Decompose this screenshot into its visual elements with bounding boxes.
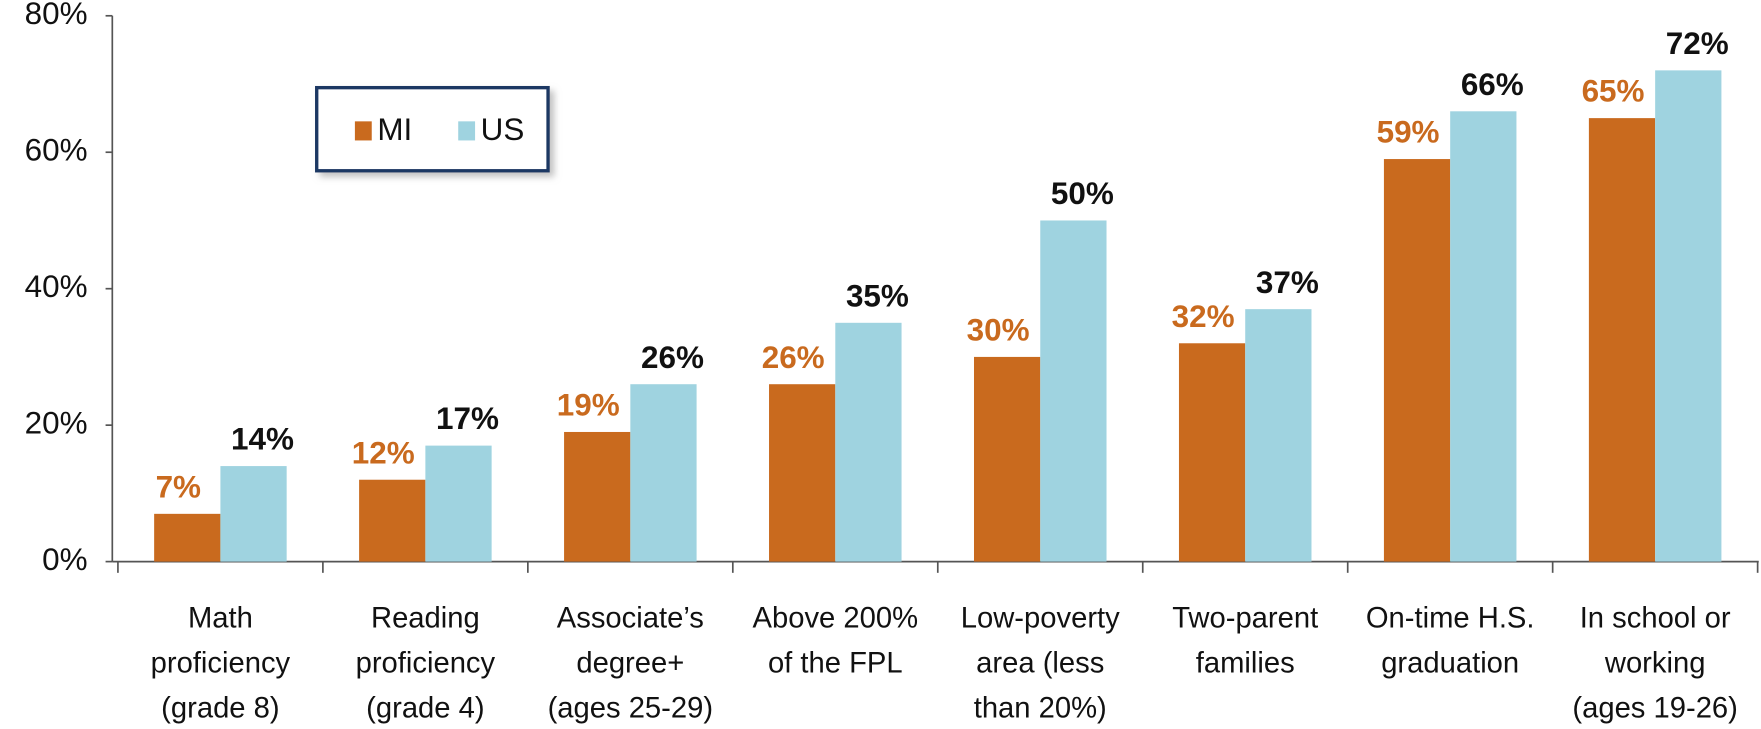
bar [1178, 343, 1246, 562]
value-label: 17% [436, 401, 499, 436]
x-tick-label: than 20%) [974, 693, 1107, 725]
x-tick-label: In school or [1580, 603, 1731, 635]
bar [1040, 220, 1107, 562]
x-tick-label: Associate’s [557, 603, 704, 635]
bar [220, 466, 287, 562]
x-tick-label: area (less [976, 648, 1104, 680]
x-tick-label: of the FPL [768, 648, 903, 680]
y-tick-label: 80% [25, 0, 88, 31]
x-tick-label: (grade 8) [161, 693, 279, 725]
value-label: 12% [352, 435, 415, 470]
bar [1245, 309, 1312, 562]
x-tick-label: (ages 19-26) [1572, 693, 1738, 725]
x-tick-label: (grade 4) [366, 693, 484, 725]
x-tick-label: Two-parent [1172, 603, 1318, 635]
bar [154, 513, 221, 562]
legend-label: MI [377, 112, 412, 147]
x-tick-label: proficiency [356, 648, 496, 680]
value-label: 7% [156, 469, 201, 504]
x-tick-label: (ages 25-29) [548, 693, 714, 725]
bar [1655, 70, 1722, 562]
y-tick-label: 0% [42, 542, 87, 577]
bar [564, 431, 631, 562]
bar [769, 384, 836, 562]
bar [630, 384, 697, 562]
x-tick-label: Low-poverty [961, 603, 1120, 635]
y-tick-label: 60% [25, 133, 88, 168]
x-tick-label: graduation [1381, 648, 1519, 680]
value-label: 35% [846, 278, 909, 313]
bar [973, 356, 1041, 562]
legend-swatch [354, 121, 372, 141]
value-label: 37% [1256, 265, 1319, 300]
bar [1383, 159, 1451, 562]
x-tick-label: Above 200% [753, 603, 919, 635]
value-label: 32% [1172, 299, 1235, 334]
legend-swatch [458, 121, 476, 141]
value-label: 26% [762, 340, 825, 375]
value-label: 66% [1461, 67, 1524, 102]
x-tick-label: working [1604, 648, 1706, 680]
x-tick-label: families [1196, 648, 1295, 680]
bar [425, 445, 492, 562]
x-tick-label: degree+ [576, 648, 684, 680]
x-tick-label: Reading [371, 603, 480, 635]
value-label: 72% [1666, 26, 1729, 61]
x-tick-label: proficiency [151, 648, 291, 680]
bar [835, 322, 902, 562]
value-label: 65% [1582, 74, 1645, 109]
value-label: 14% [231, 422, 294, 457]
bar [1450, 111, 1517, 562]
x-tick-label: Math [188, 603, 253, 635]
bar [359, 479, 426, 562]
bar [1588, 118, 1656, 562]
value-label: 50% [1051, 176, 1114, 211]
y-tick-label: 20% [25, 405, 88, 440]
y-tick-label: 40% [25, 269, 88, 304]
value-label: 26% [641, 340, 704, 375]
value-label: 30% [967, 313, 1030, 348]
value-label: 19% [557, 388, 620, 423]
value-label: 59% [1377, 115, 1440, 150]
legend: MI US [315, 85, 550, 173]
x-tick-label: On-time H.S. [1366, 603, 1535, 635]
legend-label: US [481, 112, 525, 147]
